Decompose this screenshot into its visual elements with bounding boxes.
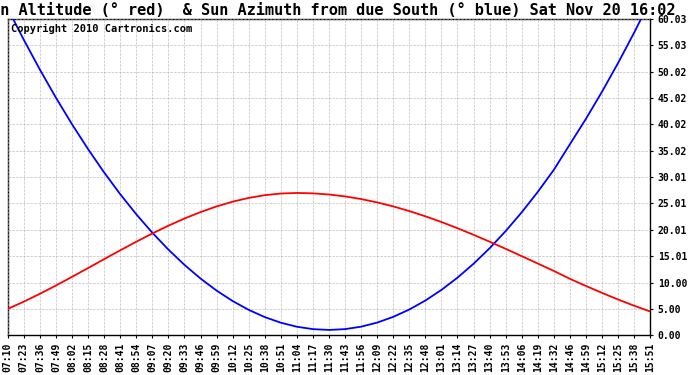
Text: Copyright 2010 Cartronics.com: Copyright 2010 Cartronics.com [11, 24, 193, 34]
Title: Sun Altitude (° red)  & Sun Azimuth from due South (° blue) Sat Nov 20 16:02: Sun Altitude (° red) & Sun Azimuth from … [0, 3, 676, 18]
